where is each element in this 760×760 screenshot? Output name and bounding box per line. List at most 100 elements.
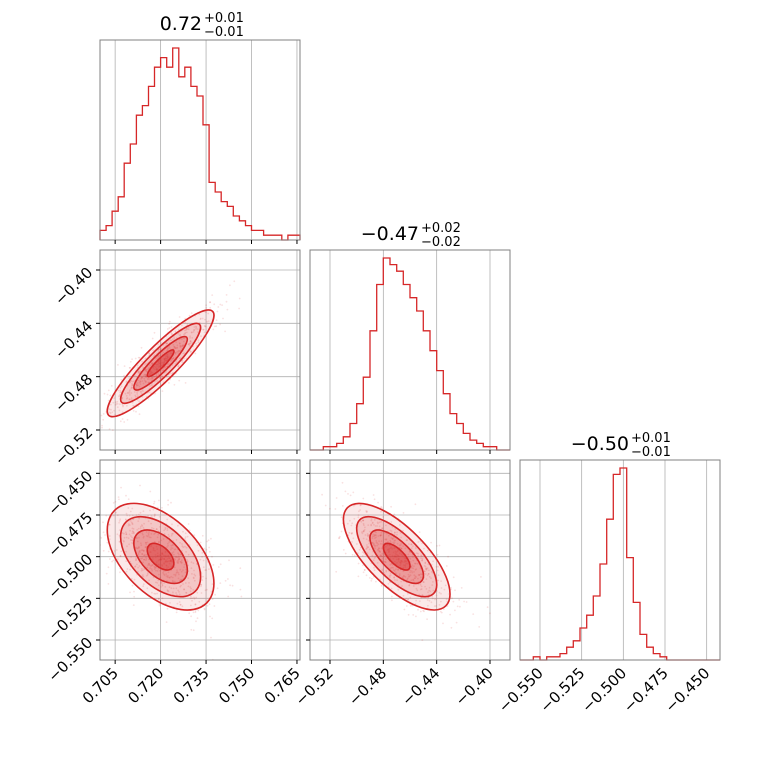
scatter-p1-p2-point — [440, 587, 443, 589]
scatter-p0-p2-point — [200, 585, 202, 588]
scatter-p0-p2-point — [133, 595, 136, 598]
scatter-p0-p2-point — [178, 553, 180, 556]
scatter-p0-p2-point — [138, 550, 141, 553]
scatter-p0-p2-point — [124, 518, 127, 521]
scatter-p0-p1-point — [189, 340, 192, 342]
scatter-p1-p2-point — [392, 566, 394, 569]
scatter-p0-p2-point — [208, 568, 210, 570]
scatter-p1-p2-point — [434, 598, 436, 601]
title-p2-plus: +0.01 — [631, 431, 671, 446]
scatter-p0-p2-point — [140, 567, 143, 570]
scatter-p0-p1-point — [138, 372, 141, 374]
scatter-p0-p2-point — [191, 573, 193, 575]
scatter-p0-p2-point — [162, 538, 165, 540]
scatter-p0-p2-point — [167, 503, 170, 506]
scatter-p1-p2-point — [489, 612, 491, 615]
scatter-p0-p1-point — [155, 364, 158, 366]
scatter-p0-p2-point — [157, 579, 160, 582]
scatter-p0-p2-point — [154, 567, 157, 569]
scatter-p0-p2-point — [209, 615, 211, 618]
scatter-p0-p1-point — [166, 357, 169, 359]
plot-area: −0.52−0.48−0.44−0.40−0.550−0.525−0.500−0… — [44, 39, 721, 716]
scatter-p0-p2-point — [164, 526, 167, 529]
scatter-p0-p1-point — [165, 357, 167, 360]
scatter-p1-p2-point — [381, 553, 384, 555]
scatter-p0-p2-point — [213, 605, 216, 607]
scatter-p0-p1-point — [178, 334, 181, 337]
scatter-p0-p2-point — [147, 562, 150, 565]
scatter-p0-p1-point — [184, 382, 187, 384]
scatter-p0-p1-point — [205, 310, 208, 313]
scatter-p0-p2-point — [182, 530, 184, 533]
scatter-p0-p1-point — [174, 330, 177, 333]
scatter-p1-p2-point — [426, 549, 429, 552]
histogram-p2-background — [520, 460, 720, 660]
scatter-p0-p1-point — [148, 366, 151, 369]
scatter-p0-p1-point — [144, 362, 147, 365]
scatter-p1-p2-point — [381, 568, 384, 571]
scatter-p0-p2-point — [159, 526, 161, 528]
scatter-p0-p2-point — [140, 569, 143, 572]
scatter-p0-p1-point — [119, 403, 121, 406]
scatter-p0-p2-point — [158, 563, 160, 566]
scatter-p0-p2-point — [164, 561, 167, 563]
scatter-p0-p1-point — [186, 328, 189, 330]
scatter-p0-p2-point — [138, 565, 141, 567]
x-tick-label-p2-4: −0.450 — [662, 664, 714, 716]
scatter-p1-p2-point — [368, 542, 370, 545]
scatter-p0-p2-point — [164, 555, 167, 558]
scatter-p0-p2-point — [155, 581, 157, 584]
scatter-p0-p2-point — [171, 533, 173, 535]
scatter-p0-p1-point — [172, 357, 175, 359]
scatter-p0-p2-point — [170, 587, 173, 590]
scatter-p0-p2-point — [125, 533, 128, 536]
scatter-p1-p2-point — [377, 522, 379, 525]
scatter-p0-p1-point — [174, 362, 177, 365]
scatter-p0-p1-point — [139, 380, 142, 383]
scatter-p0-p2-point — [174, 573, 177, 576]
scatter-p0-p1-point — [161, 375, 164, 378]
scatter-p0-p2-point — [140, 557, 142, 560]
scatter-p0-p2-point — [138, 536, 140, 539]
scatter-p0-p2-point — [121, 532, 124, 534]
scatter-p0-p2-point — [142, 549, 145, 552]
x-tick-label-p1-1: −0.48 — [345, 664, 390, 709]
scatter-p1-p2-point — [400, 560, 403, 562]
scatter-p0-p2-point — [115, 511, 117, 514]
scatter-p1-p2-point — [381, 527, 384, 530]
scatter-p1-p2-point — [440, 611, 443, 614]
scatter-p0-p1-point — [119, 391, 122, 394]
histogram-p0-frame — [99, 39, 301, 241]
scatter-p0-p2-point — [192, 576, 195, 579]
scatter-p1-p2-point — [346, 522, 349, 525]
scatter-p0-p1-point — [169, 352, 172, 355]
scatter-p1-p2-point — [418, 574, 421, 576]
scatter-p0-p2-point — [203, 608, 206, 611]
scatter-p0-p2-point — [153, 513, 156, 516]
scatter-p0-p1-point — [125, 380, 128, 383]
scatter-p0-p2-point — [164, 602, 167, 605]
scatter-p0-p2-point — [157, 598, 160, 600]
scatter-p0-p2-point — [163, 582, 165, 584]
scatter-p0-p2-point — [240, 595, 243, 598]
scatter-p0-p1-point — [211, 294, 214, 296]
scatter-p0-p2-point — [155, 569, 157, 572]
scatter-p0-p1-point — [160, 362, 163, 364]
scatter-p0-p1-point — [166, 356, 169, 358]
histogram-p2-step — [520, 467, 720, 661]
scatter-p1-p2-point — [410, 565, 413, 568]
scatter-p1-p2-point — [438, 544, 441, 547]
scatter-p0-p2-point — [169, 560, 172, 562]
scatter-p1-p2-point — [389, 529, 392, 532]
scatter-p0-p1-point — [149, 370, 152, 373]
scatter-p0-p1-point — [106, 393, 109, 396]
scatter-p0-p1-point — [219, 323, 222, 326]
scatter-p1-p2-point — [367, 535, 369, 538]
scatter-p0-p1-point — [175, 341, 178, 344]
scatter-p0-p1-point — [137, 371, 140, 374]
scatter-p0-p2-point — [134, 565, 136, 568]
scatter-p1-p2-point — [371, 554, 374, 557]
scatter-p0-p1-point — [183, 333, 185, 336]
scatter-p1-p2-point — [402, 529, 404, 532]
scatter-p0-p2-point — [161, 582, 163, 585]
